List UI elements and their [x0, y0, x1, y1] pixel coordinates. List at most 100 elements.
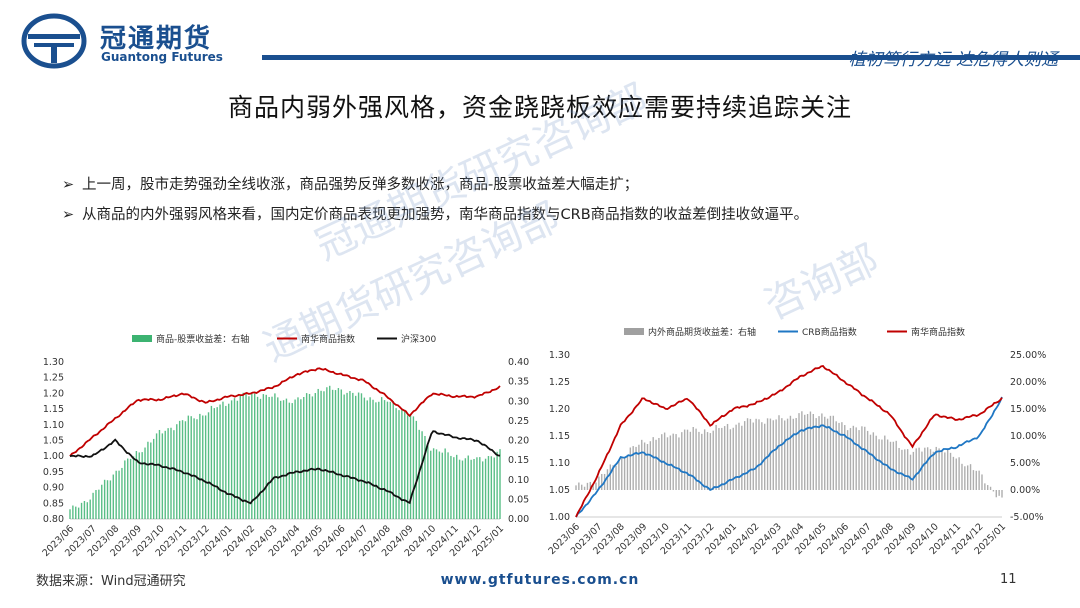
bar-mark [681, 432, 683, 490]
bar-mark [430, 450, 432, 519]
bar-mark [583, 486, 586, 490]
bar-mark [589, 481, 591, 490]
bar-mark [698, 431, 700, 490]
y-right-tick-label: 0.00 [508, 514, 529, 525]
bar-mark [772, 420, 774, 490]
bar-mark [618, 460, 620, 490]
page-number: 11 [1000, 572, 1017, 587]
bar-mark [181, 420, 184, 519]
bar-mark [972, 470, 975, 490]
bar-mark [643, 442, 646, 490]
bar-mark [875, 435, 877, 490]
bar-mark [635, 446, 637, 490]
bar-mark [649, 441, 652, 490]
bar-mark [655, 439, 657, 490]
legend-entry: CRB商品指数 [802, 326, 857, 338]
bar-mark [158, 429, 161, 519]
bar-mark [141, 452, 143, 519]
bar-mark [832, 415, 835, 490]
bar-mark [337, 388, 340, 519]
bar-mark [932, 451, 935, 490]
bar-mark [363, 397, 366, 519]
bar-mark [761, 422, 763, 490]
bar-mark [242, 392, 244, 519]
bar-mark [144, 447, 146, 519]
bar-mark [199, 413, 201, 519]
bar-mark [320, 390, 322, 519]
bar-mark [949, 452, 952, 490]
bullet-text: 上一周，股市走势强劲全线收涨，商品强势反弹多数收涨，商品-股票收益差大幅走扩； [82, 177, 639, 193]
bar-mark [256, 396, 259, 519]
bar-mark [678, 437, 680, 490]
bar-mark [778, 415, 780, 490]
bar-mark [294, 399, 296, 519]
bar-mark [701, 433, 703, 490]
bar-mark [615, 465, 617, 490]
bar-mark [621, 456, 623, 490]
y-right-tick-label: 0.05 [508, 494, 529, 505]
bar-mark [135, 451, 138, 519]
bar-mark [952, 456, 955, 490]
bar-mark [288, 402, 291, 519]
bar-mark [326, 387, 328, 519]
bar-mark [98, 489, 100, 519]
footer-url[interactable]: www.gtfutures.com.cn [440, 572, 640, 588]
bar-mark [855, 427, 857, 490]
bar-mark [944, 452, 946, 490]
brand-name-cn: 冠通期货 [100, 24, 213, 54]
bullet-item: ➢ 上一周，股市走势强劲全线收涨，商品强势反弹多数收涨，商品-股票收益差大幅走扩； [62, 170, 808, 200]
bar-mark [103, 479, 106, 519]
bar-mark [202, 415, 204, 519]
y-left-tick-label: 1.10 [43, 420, 64, 431]
bar-mark [809, 411, 812, 490]
bar-mark [170, 427, 172, 519]
bar-mark [709, 433, 712, 490]
bar-mark [595, 482, 597, 490]
bar-mark [775, 419, 777, 490]
bar-mark [838, 422, 840, 490]
series-line [575, 365, 1003, 518]
bar-mark [458, 459, 461, 519]
bar-mark [308, 393, 311, 519]
bar-mark [279, 400, 282, 519]
bar-mark [248, 396, 250, 519]
bar-mark [132, 456, 135, 519]
series-line [69, 430, 501, 505]
bar-mark [692, 427, 694, 490]
bar-mark [239, 395, 241, 519]
bar-mark [598, 476, 600, 490]
y-left-tick-label: 1.00 [43, 451, 64, 462]
y-right-tick-label: 0.00% [1010, 485, 1040, 496]
bar-mark [755, 418, 757, 490]
bar-mark [926, 447, 929, 490]
y-right-tick-label: 0.25 [508, 416, 529, 427]
bar-mark [357, 392, 360, 519]
bar-mark [712, 430, 714, 490]
bar-mark [689, 431, 692, 490]
bar-mark [86, 502, 89, 519]
bar-mark [795, 417, 797, 490]
bar-mark [869, 434, 872, 490]
legend-entry: 内外商品期货收益差：右轴 [648, 326, 756, 338]
bar-mark [467, 455, 469, 519]
bar-mark [329, 385, 331, 519]
legend-entry: 南华商品指数 [911, 326, 965, 338]
y-left-tick-label: 1.25 [549, 377, 570, 388]
bar-mark [409, 414, 412, 519]
bar-mark [801, 411, 803, 490]
bar-mark [941, 450, 943, 490]
bar-mark [849, 428, 852, 490]
bar-mark [824, 416, 826, 490]
bar-mark [935, 446, 937, 490]
bar-mark [703, 429, 706, 490]
bar-mark [395, 408, 397, 519]
bar-mark [196, 419, 198, 519]
bar-mark [401, 409, 403, 519]
bar-mark [101, 484, 103, 519]
y-left-tick-label: 1.25 [43, 373, 64, 384]
bar-mark [398, 410, 400, 519]
bar-mark [872, 432, 875, 490]
bar-mark [259, 398, 262, 519]
bar-mark [176, 424, 178, 519]
bar-mark [789, 415, 792, 490]
